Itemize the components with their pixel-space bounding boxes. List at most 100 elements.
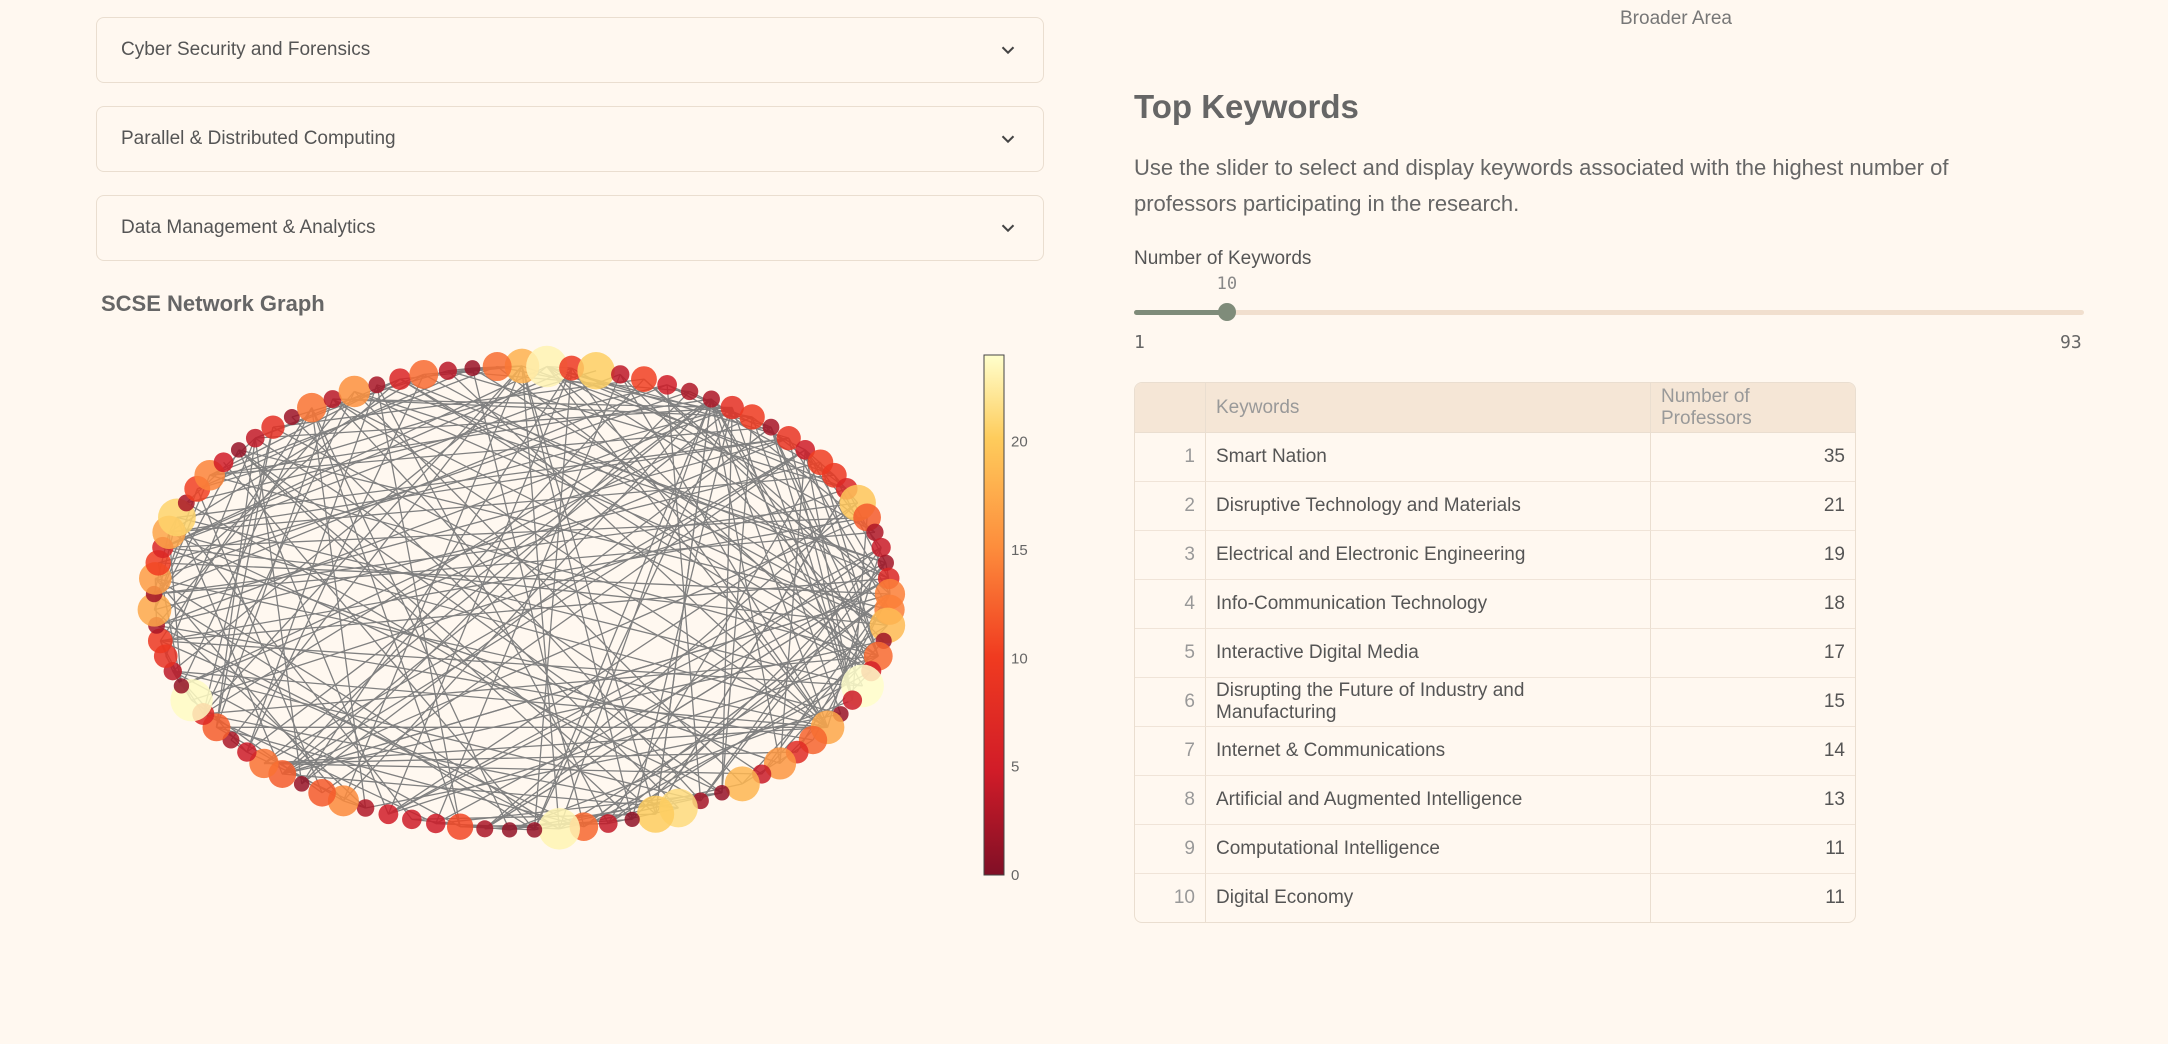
keywords-table[interactable]: Keywords Number of Professors 1 Smart Nat… [1134, 382, 1856, 923]
network-node[interactable] [230, 442, 247, 458]
network-edge [435, 577, 889, 825]
network-edge [154, 577, 560, 830]
table-row[interactable]: 10 Digital Economy 11 [1135, 874, 1855, 922]
row-index: 7 [1135, 727, 1206, 776]
top-keywords-title: Top Keywords [1134, 88, 1359, 125]
table-row[interactable]: 6 Disrupting the Future of Industry and M… [1135, 678, 1855, 727]
expander-data-management[interactable]: Data Management & Analytics [96, 195, 1044, 261]
network-node[interactable] [680, 382, 699, 401]
expander-parallel-distributed[interactable]: Parallel & Distributed Computing [96, 106, 1044, 172]
network-edge [721, 407, 733, 793]
network-node[interactable] [446, 813, 474, 840]
keyword-count-slider[interactable]: 10 [1134, 274, 2084, 321]
network-node[interactable] [776, 426, 801, 451]
network-node[interactable] [526, 345, 568, 388]
table-row[interactable]: 7 Internet & Communications 14 [1135, 727, 1855, 776]
network-node[interactable] [249, 748, 279, 779]
network-edge [223, 461, 535, 831]
slider-label: Number of Keywords [1134, 248, 1312, 269]
network-edge [376, 384, 461, 827]
network-node[interactable] [762, 418, 780, 436]
network-node[interactable] [720, 395, 744, 420]
network-node[interactable] [714, 785, 730, 801]
network-edge [160, 516, 868, 642]
network-node[interactable] [871, 537, 891, 558]
table-row[interactable]: 9 Computational Intelligence 11 [1135, 825, 1855, 874]
network-node[interactable] [293, 776, 310, 792]
network-node[interactable] [389, 368, 411, 390]
table-row[interactable]: 4 Info-Communication Technology 18 [1135, 580, 1855, 629]
column-header-professors[interactable]: Number of Professors [1651, 383, 1855, 433]
slider-thumb[interactable] [1217, 303, 1236, 321]
network-node[interactable] [323, 390, 342, 409]
network-node[interactable] [245, 428, 265, 448]
column-header-index[interactable] [1135, 383, 1206, 433]
network-node[interactable] [137, 592, 172, 627]
network-node[interactable] [538, 808, 580, 850]
table-row[interactable]: 1 Smart Nation 35 [1135, 433, 1855, 482]
network-node[interactable] [482, 352, 512, 382]
network-node[interactable] [631, 366, 657, 393]
chevron-down-icon [1001, 224, 1015, 233]
network-node[interactable] [724, 766, 760, 802]
column-header-keywords[interactable]: Keywords [1206, 383, 1651, 433]
table-row[interactable]: 3 Electrical and Electronic Engineering 19 [1135, 531, 1855, 580]
network-node[interactable] [866, 523, 884, 541]
network-node[interactable] [598, 814, 618, 833]
network-node[interactable] [476, 820, 494, 838]
keyword-cell: Digital Economy [1206, 874, 1651, 922]
network-node[interactable] [877, 554, 894, 572]
network-node[interactable] [526, 822, 543, 838]
network-node[interactable] [378, 804, 399, 825]
network-edge [731, 407, 842, 715]
row-index: 1 [1135, 433, 1206, 482]
network-node[interactable] [624, 811, 640, 827]
network-node[interactable] [438, 361, 457, 380]
network-node[interactable] [213, 452, 234, 473]
network-edge [281, 407, 733, 775]
network-edge [496, 366, 879, 657]
network-node[interactable] [739, 404, 765, 430]
network-edge [203, 655, 879, 715]
network-node[interactable] [283, 408, 300, 425]
network-node[interactable] [409, 359, 439, 389]
network-node[interactable] [338, 375, 371, 408]
network-node[interactable] [464, 360, 481, 377]
network-node[interactable] [577, 352, 615, 390]
table-row[interactable]: 2 Disruptive Technology and Materials 21 [1135, 482, 1855, 531]
network-node[interactable] [657, 374, 677, 395]
expander-cyber-security[interactable]: Cyber Security and Forensics [96, 17, 1044, 83]
table-row[interactable]: 8 Artificial and Augmented Intelligence 13 [1135, 776, 1855, 825]
network-node[interactable] [173, 678, 190, 694]
network-edge [197, 370, 597, 490]
network-node[interactable] [237, 742, 257, 762]
table-header-row: Keywords Number of Professors [1135, 383, 1855, 433]
table-row[interactable]: 5 Interactive Digital Media 17 [1135, 629, 1855, 678]
network-edge [654, 398, 713, 815]
network-node[interactable] [356, 799, 375, 817]
network-node[interactable] [368, 376, 386, 394]
professor-count-cell: 19 [1651, 531, 1855, 580]
network-node[interactable] [637, 795, 675, 833]
network-edge [655, 488, 848, 815]
network-node[interactable] [763, 747, 797, 780]
network-node[interactable] [308, 778, 336, 807]
network-node[interactable] [261, 415, 285, 439]
network-edge [583, 593, 891, 828]
network-edge [255, 406, 733, 439]
network-nodes [137, 345, 906, 850]
network-edge [484, 502, 859, 830]
network-graph[interactable]: 0 5 10 15 20 [96, 340, 1056, 900]
colorbar-tick-label: 5 [1011, 759, 1019, 776]
network-node[interactable] [702, 390, 720, 408]
network-node[interactable] [842, 690, 863, 710]
network-node[interactable] [402, 809, 422, 830]
network-node[interactable] [297, 392, 327, 423]
network-node[interactable] [147, 628, 173, 654]
network-edge [272, 378, 645, 428]
network-edge [162, 546, 781, 765]
network-node[interactable] [501, 822, 518, 838]
network-node[interactable] [869, 607, 906, 644]
network-node[interactable] [426, 813, 446, 834]
network-node[interactable] [611, 365, 630, 384]
